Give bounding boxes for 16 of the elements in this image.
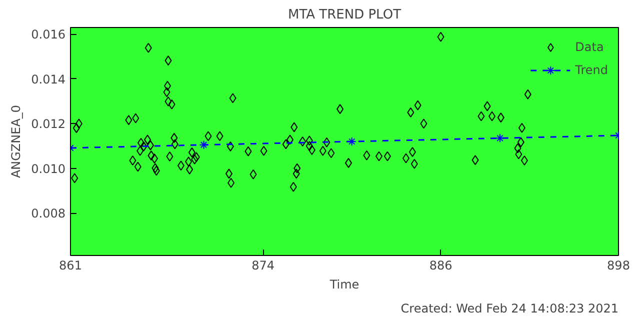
y-tick-label: 0.014 bbox=[31, 72, 66, 86]
y-axis-title: ANGZNEA_0 bbox=[9, 104, 24, 178]
x-tick-label: 874 bbox=[252, 258, 274, 272]
x-tick-label: 898 bbox=[607, 258, 630, 272]
y-tick-label: 0.008 bbox=[31, 206, 66, 221]
y-tick-label: 0.012 bbox=[31, 117, 66, 132]
y-tick-label: 0.010 bbox=[31, 162, 66, 176]
y-tick-label: 0.016 bbox=[31, 28, 66, 42]
chart-title: MTA TREND PLOT bbox=[288, 8, 402, 22]
x-tick-label: 861 bbox=[59, 258, 82, 272]
legend-label: Data bbox=[575, 40, 604, 54]
legend-label: Trend bbox=[575, 63, 608, 77]
text: Created: Wed Feb 24 14:08:23 2021 bbox=[400, 302, 618, 316]
x-tick-label: 886 bbox=[429, 258, 452, 272]
point bbox=[496, 134, 505, 143]
x-axis-title: Time bbox=[328, 278, 360, 292]
